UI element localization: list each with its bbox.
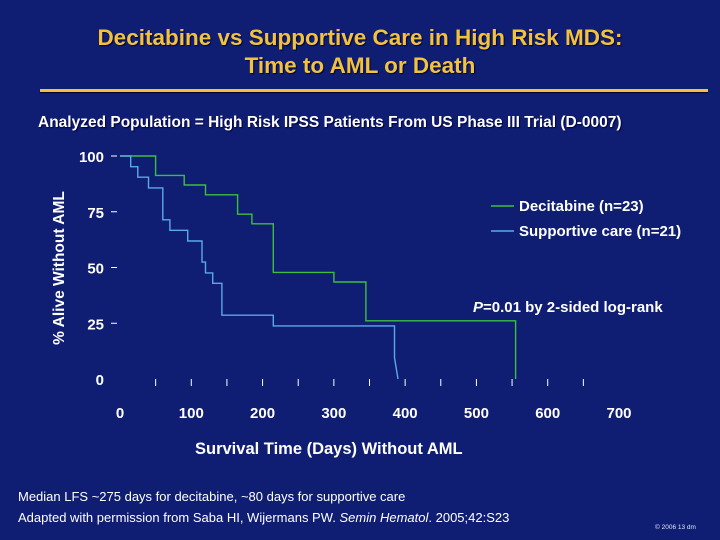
analyzed-population-subtitle: Analyzed Population = High Risk IPSS Pat… [38,114,622,131]
x-tick-label-200: 200 [250,405,275,422]
x-tick-label-300: 300 [321,405,346,422]
x-axis-label: Survival Time (Days) Without AML [195,440,463,458]
x-tick-label-600: 600 [535,405,560,422]
citation-authors: Adapted with permission from Saba HI, Wi… [18,510,340,525]
copyright-notice: © 2006 13 dm [655,524,696,531]
y-tick-label-50: 50 [87,261,104,278]
x-tick-label-100: 100 [179,405,204,422]
y-tick-label-100: 100 [79,149,104,166]
citation-journal: Semin Hematol [339,510,429,525]
p-value-text: =0.01 by 2-sided log-rank [483,299,663,316]
y-tick-label-25: 25 [87,316,104,333]
y-tick-label-0: 0 [96,372,104,389]
x-tick-label-0: 0 [116,405,124,422]
p-value-symbol: P [473,299,484,316]
citation-year: . 2005;42:S23 [428,510,510,525]
x-tick-label-700: 700 [606,405,631,422]
median-lfs-footnote: Median LFS ~275 days for decitabine, ~80… [18,489,406,504]
x-tick-label-500: 500 [464,405,489,422]
slide-title-line-2: Time to AML or Death [244,53,476,78]
series-line-supportive-care [120,155,399,380]
legend-label-supportive-care: Supportive care (n=21) [519,223,681,240]
series-line-decitabine [120,155,517,379]
legend-label-decitabine: Decitabine (n=23) [519,198,644,215]
slide-title-line-1: Decitabine vs Supportive Care in High Ri… [97,25,623,50]
citation-footnote: Adapted with permission from Saba HI, Wi… [18,510,509,525]
title-divider [40,89,708,92]
x-tick-label-400: 400 [393,405,418,422]
p-value-annotation: P=0.01 by 2-sided log-rank [473,299,663,316]
y-tick-label-75: 75 [87,205,104,222]
